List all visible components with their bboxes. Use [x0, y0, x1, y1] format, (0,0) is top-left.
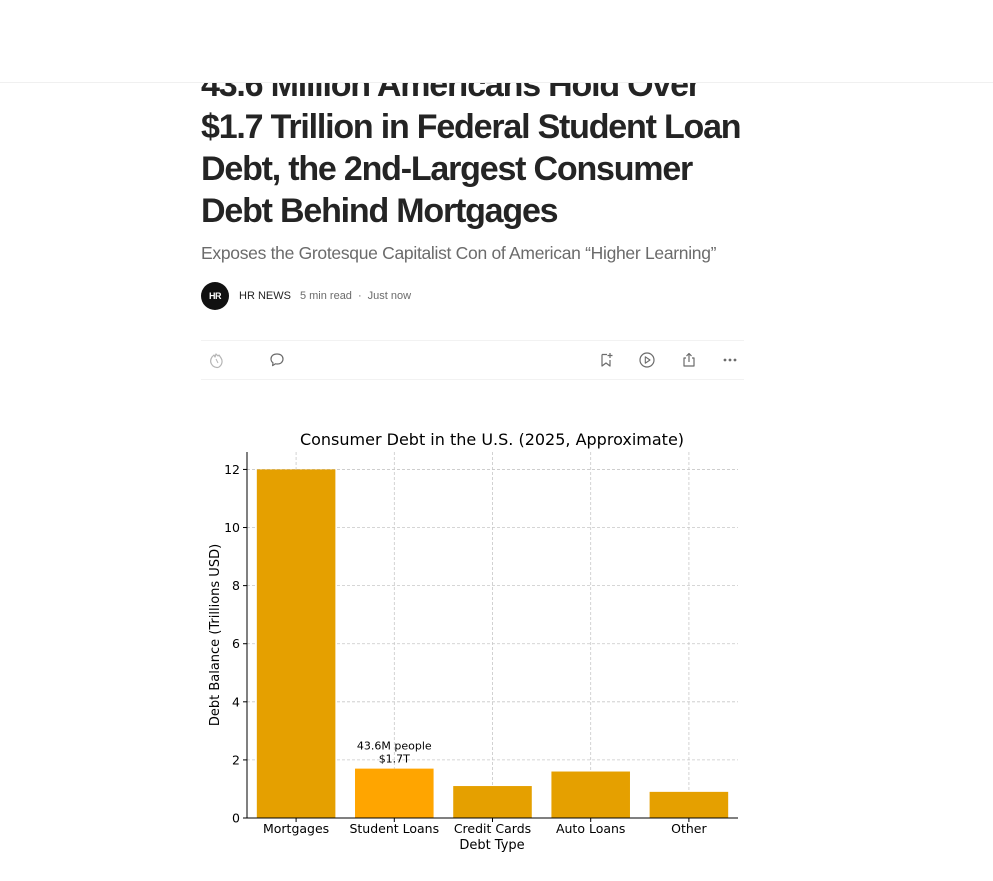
bar-auto-loans [551, 771, 630, 818]
bookmark-add-icon [601, 353, 613, 367]
save-button[interactable] [597, 351, 615, 369]
bar-mortgages [256, 469, 336, 818]
x-tick-label: Mortgages [263, 821, 329, 836]
author-name[interactable]: HR NEWS [239, 290, 291, 302]
author-avatar[interactable]: HR [201, 282, 229, 310]
share-icon [683, 352, 695, 367]
clap-button[interactable] [208, 351, 226, 369]
chart-title: Consumer Debt in the U.S. (2025, Approxi… [300, 430, 684, 449]
clap-icon [210, 353, 223, 369]
comment-icon [270, 353, 284, 367]
y-tick-label: 0 [232, 811, 240, 826]
byline: HR HR NEWS 5 min read · Just now [201, 282, 411, 310]
bar-credit-cards [453, 786, 532, 818]
comment-button[interactable] [268, 351, 286, 369]
article-subtitle: Exposes the Grotesque Capitalist Con of … [201, 243, 717, 263]
publish-time: Just now [367, 290, 412, 302]
y-tick-label: 10 [224, 520, 240, 535]
x-axis-label: Debt Type [459, 838, 524, 853]
debt-bar-chart: 0 2 4 6 8 10 12 Mortgages Student Loans Credit Ca… [208, 430, 738, 853]
play-icon [639, 352, 655, 368]
y-tick-label: 2 [232, 752, 240, 767]
y-tick-label: 12 [224, 462, 240, 477]
listen-button[interactable] [638, 351, 656, 369]
x-tick-label: Other [671, 821, 707, 836]
top-navigation-bar [0, 0, 993, 83]
x-tick-label: Student Loans [349, 821, 439, 836]
x-tick-label: Auto Loans [556, 821, 625, 836]
bar-student-loans [355, 768, 434, 818]
read-time: 5 min read [299, 290, 352, 302]
article-title: 43.6 Million Americans Hold Over $1.7 Tr… [201, 66, 742, 230]
share-button[interactable] [680, 351, 698, 369]
avatar-logo-text: HR [209, 291, 222, 301]
more-options-button[interactable] [721, 351, 739, 369]
article-action-bar [201, 340, 744, 380]
x-tick-label: Credit Cards [454, 821, 531, 836]
y-tick-label: 8 [232, 578, 240, 593]
y-axis-label: Debt Balance (Trillions USD) [208, 544, 223, 726]
y-tick-label: 6 [232, 636, 240, 651]
more-icon [723, 358, 737, 362]
bar-other [649, 791, 729, 818]
y-tick-label: 4 [232, 694, 240, 709]
byline-separator: · [357, 290, 362, 302]
bar-annotation-line: 43.6M people [357, 740, 432, 753]
bar-annotation-line: $1.7T [379, 753, 410, 766]
